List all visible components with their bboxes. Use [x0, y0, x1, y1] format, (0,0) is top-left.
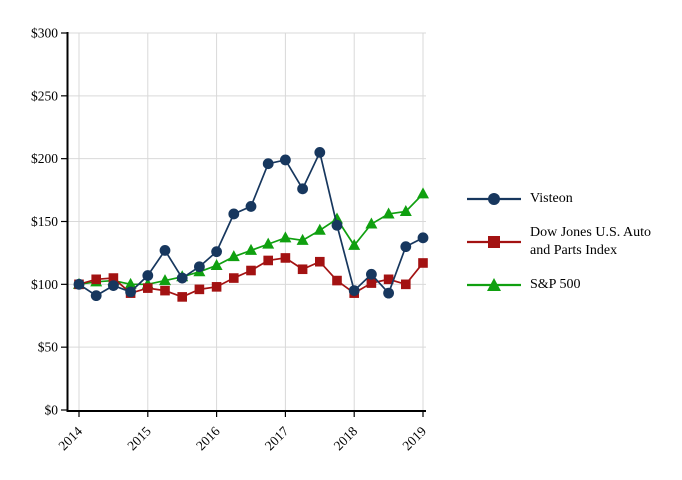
svg-text:2019: 2019 [399, 423, 429, 453]
svg-text:2016: 2016 [193, 423, 223, 453]
svg-text:2017: 2017 [262, 423, 292, 453]
legend-label-visteon: Visteon [530, 191, 573, 206]
svg-text:$250: $250 [31, 88, 58, 103]
svg-text:$150: $150 [31, 214, 58, 229]
legend-item-visteon: Visteon [466, 190, 662, 208]
circle-marker-icon [467, 193, 521, 205]
svg-text:2015: 2015 [124, 423, 154, 453]
legend-item-dow-jones: Dow Jones U.S. Auto and Parts Index [466, 224, 662, 260]
svg-text:2018: 2018 [331, 423, 361, 453]
triangle-marker-icon [467, 278, 521, 291]
svg-text:$200: $200 [31, 151, 58, 166]
square-marker-icon [467, 236, 521, 248]
chart-legend: Visteon Dow Jones U.S. Auto and Parts In… [466, 190, 662, 294]
svg-text:$0: $0 [45, 403, 59, 418]
svg-text:$100: $100 [31, 277, 58, 292]
legend-label-sp500: S&P 500 [530, 277, 581, 292]
legend-label-dow-jones: Dow Jones U.S. Auto and Parts Index [530, 225, 651, 258]
svg-text:2014: 2014 [55, 423, 85, 453]
svg-text:$300: $300 [31, 26, 58, 41]
svg-text:$50: $50 [38, 340, 59, 355]
legend-item-sp500: S&P 500 [466, 276, 662, 294]
